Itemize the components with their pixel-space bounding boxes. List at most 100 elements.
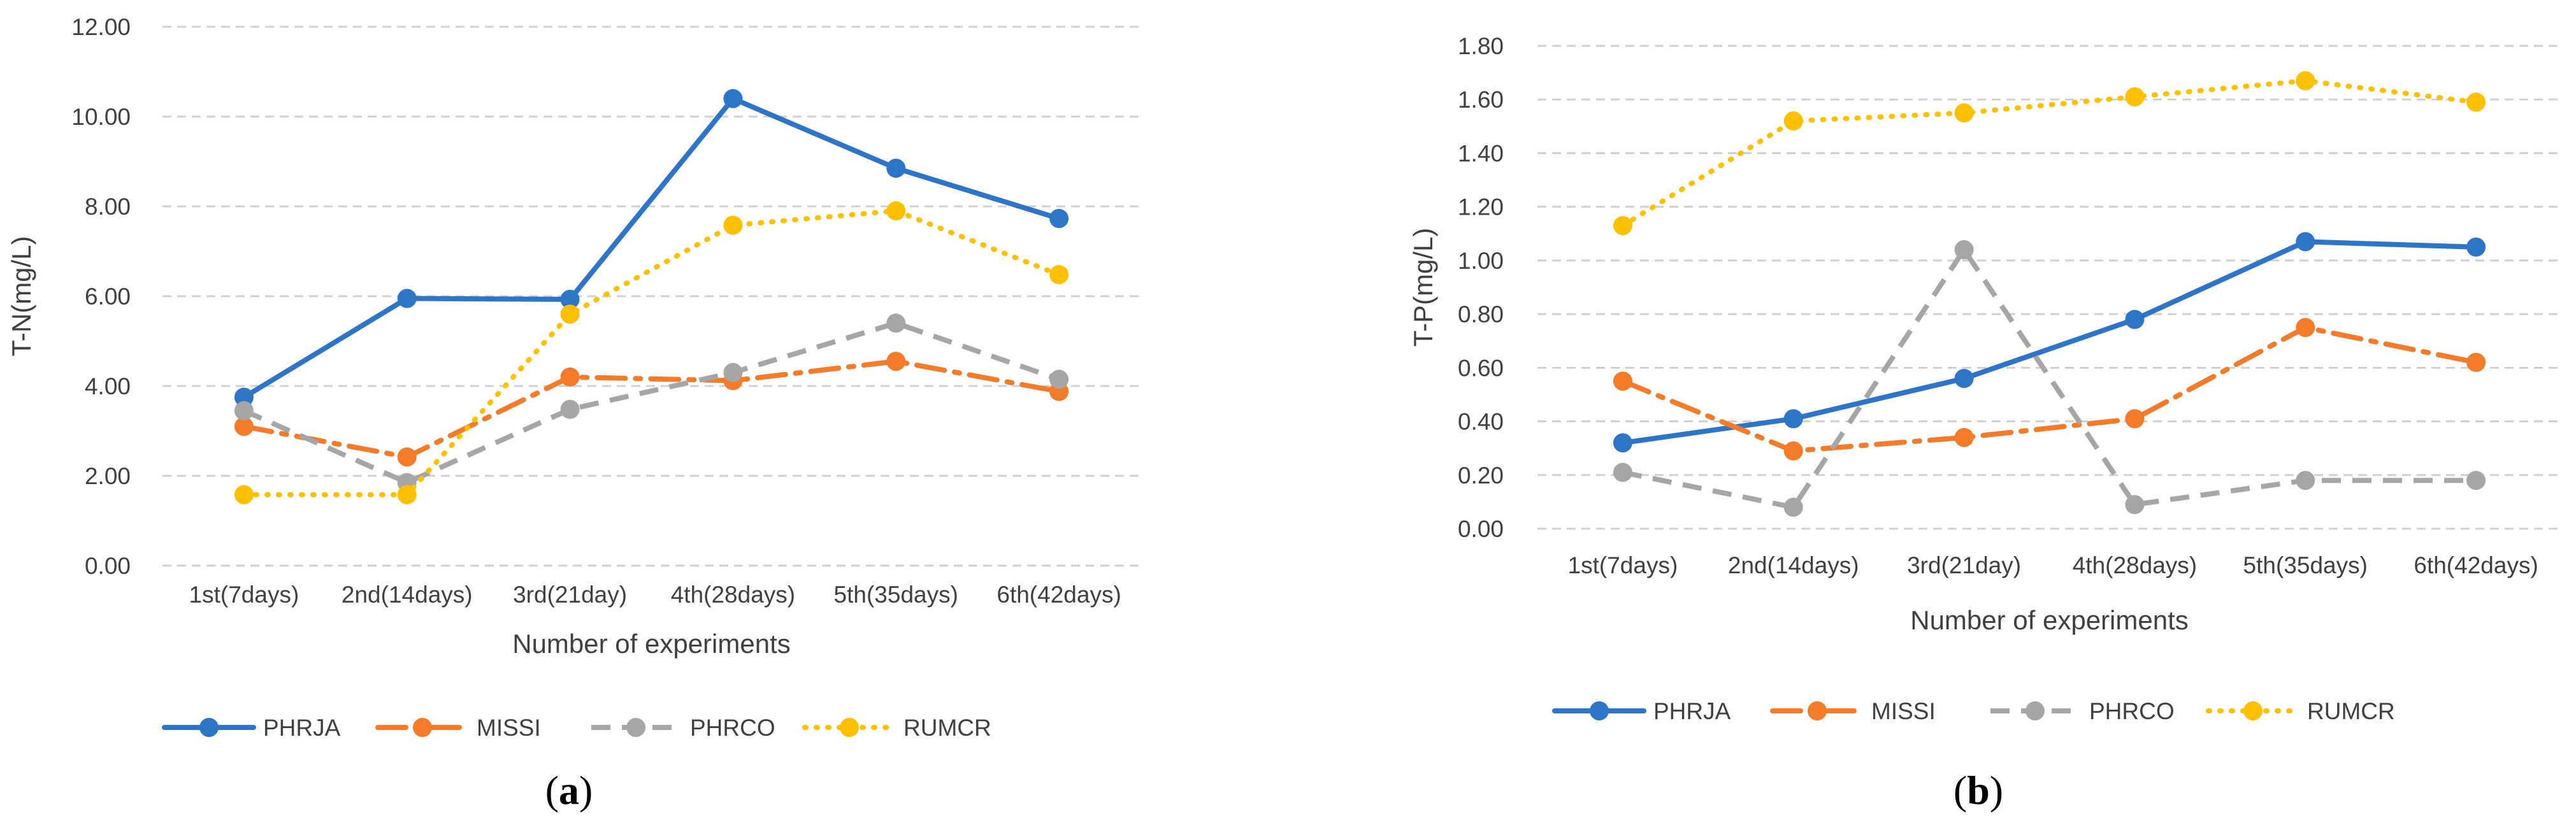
series-line [241, 208, 1062, 497]
legend-item-phrco: PHRCO [1990, 698, 2175, 724]
data-point [2466, 471, 2486, 490]
data-point [234, 401, 254, 420]
series-line [1620, 78, 2479, 229]
y-tick-label: 12.00 [71, 14, 131, 40]
data-point [2125, 409, 2145, 429]
y-tick-label: 0.20 [1458, 462, 1504, 489]
x-tick-label: 6th(42days) [997, 582, 1121, 608]
legend-item-phrja: PHRJA [1552, 698, 1731, 724]
legend-marker [2026, 701, 2045, 720]
data-point [1954, 427, 1974, 447]
legend-label: RUMCR [903, 715, 991, 741]
data-point [397, 485, 417, 504]
data-point [1783, 441, 1803, 461]
series-phrco [1613, 240, 2486, 517]
series-rumcr [234, 201, 1069, 504]
data-point [2125, 495, 2145, 515]
legend-label: PHRJA [1653, 698, 1731, 724]
chart-a: 0.00 2.00 4.00 6.00 8.00 10.00 12.00 1st(7days)… [6, 14, 1140, 813]
data-point [1049, 265, 1069, 285]
y-tick-label: 0.40 [1458, 409, 1504, 435]
data-point [1049, 209, 1069, 229]
data-point [2296, 318, 2315, 338]
panel-label: (a) [545, 768, 593, 813]
series-line [241, 359, 1062, 460]
y-tick-label: 2.00 [85, 463, 131, 489]
legend-label: MISSI [477, 715, 541, 741]
series-missi [1613, 318, 2486, 461]
data-point [723, 89, 743, 108]
data-point [397, 447, 417, 467]
series-phrco [234, 313, 1069, 492]
legend-marker [1808, 701, 1827, 720]
legend-marker [2243, 701, 2263, 720]
x-tick-label: 1st(7days) [189, 582, 299, 608]
data-point [723, 215, 743, 235]
data-point [1783, 497, 1803, 517]
data-point [2466, 352, 2486, 372]
data-point [1783, 111, 1803, 131]
legend-label: PHRCO [690, 715, 775, 741]
data-point [397, 289, 417, 308]
legend-label: MISSI [1871, 698, 1936, 724]
legend-item-rumcr: RUMCR [802, 715, 991, 741]
y-axis-title: T-P(mg/L) [1408, 228, 1438, 347]
series-line [243, 320, 1060, 485]
x-tick-label: 3rd(21day) [1907, 552, 2021, 578]
x-tick-label: 3rd(21day) [513, 582, 627, 608]
x-tick-label: 1st(7days) [1568, 552, 1678, 578]
series-missi [234, 352, 1069, 467]
x-tick-label: 6th(42days) [2414, 552, 2538, 578]
data-point [234, 417, 254, 436]
legend-marker [413, 718, 432, 737]
data-point [1613, 462, 1632, 482]
y-tick-label: 4.00 [85, 373, 131, 399]
data-point [1613, 433, 1632, 453]
panel-label: (b) [1954, 768, 2003, 813]
y-tick-label: 0.00 [85, 553, 131, 579]
legend-label: PHRCO [2089, 698, 2175, 724]
x-tick-label: 4th(28days) [671, 582, 795, 608]
x-tick-label: 5th(35days) [2243, 552, 2368, 578]
y-tick-label: 0.00 [1458, 516, 1504, 542]
data-point [2125, 87, 2145, 107]
x-axis-title: Number of experiments [512, 629, 791, 659]
legend-marker [626, 718, 645, 737]
data-point [560, 289, 580, 309]
data-point [1783, 409, 1803, 429]
series-line [1620, 325, 2479, 454]
y-tick-label: 1.40 [1458, 140, 1504, 166]
y-tick-label: 1.80 [1458, 33, 1504, 59]
x-axis-title: Number of experiments [1910, 605, 2189, 635]
data-point [1954, 369, 1974, 389]
chart-b: 0.00 0.20 0.40 0.60 0.80 1.00 1.20 1.40 1.60 1.80… [1408, 33, 2561, 813]
data-point [2125, 310, 2145, 329]
legend-item-missi: MISSI [1770, 698, 1936, 724]
y-tick-label: 0.80 [1458, 301, 1504, 327]
x-tick-label: 2nd(14days) [1728, 552, 1859, 578]
data-point [1613, 371, 1632, 391]
panel-letter: b [1967, 768, 1990, 813]
data-point [1613, 216, 1632, 236]
legend-marker [840, 718, 859, 737]
data-point [560, 367, 580, 387]
series-line [1622, 247, 2477, 510]
data-point [2466, 237, 2486, 257]
legend-label: RUMCR [2307, 698, 2395, 724]
data-point [2296, 471, 2315, 490]
data-point [2466, 92, 2486, 112]
data-point [234, 387, 254, 407]
legend-item-missi: MISSI [375, 715, 541, 741]
y-tick-label: 1.20 [1458, 194, 1504, 220]
panel-letter: a [559, 768, 579, 813]
legend-item-phrco: PHRCO [591, 715, 775, 741]
data-point [1954, 240, 1974, 260]
y-tick-label: 1.60 [1458, 87, 1504, 113]
y-axis-title: T-N(mg/L) [6, 236, 36, 357]
legend-item-rumcr: RUMCR [2206, 698, 2395, 724]
legend-marker [1590, 701, 1609, 720]
series-rumcr [1613, 71, 2486, 236]
series-line [241, 96, 1062, 400]
x-tick-label: 4th(28days) [2073, 552, 2197, 578]
